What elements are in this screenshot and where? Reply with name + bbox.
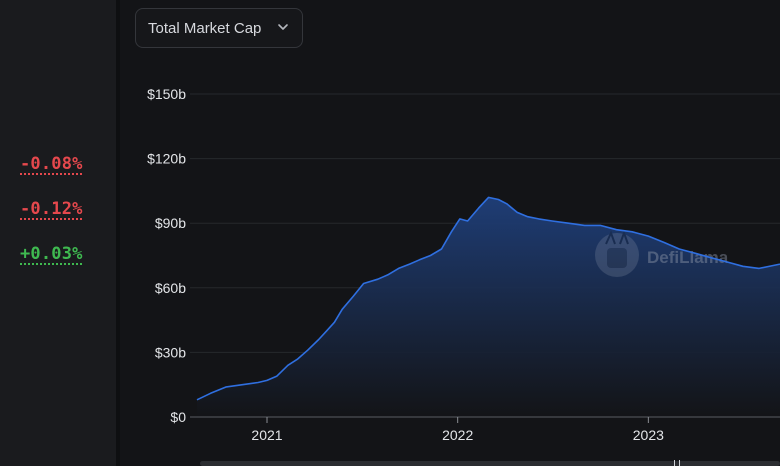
metric-dropdown[interactable]: Total Market Cap <box>135 8 303 48</box>
scrollbar-handle[interactable] <box>674 460 680 466</box>
chevron-down-icon <box>278 24 288 30</box>
y-tick-label: $60b <box>155 280 186 296</box>
change-value-2: -0.12% <box>20 199 83 219</box>
timeline-scrollbar[interactable] <box>200 461 780 466</box>
y-tick-label: $30b <box>155 344 186 360</box>
x-tick-label: 2022 <box>442 427 473 443</box>
x-tick-label: 2023 <box>633 427 664 443</box>
llama-logo-icon <box>595 230 639 277</box>
watermark: DefiLlama <box>595 230 729 277</box>
change-value-1: -0.08% <box>20 154 83 174</box>
y-tick-label: $120b <box>147 151 186 167</box>
market-cap-area <box>197 197 780 417</box>
y-tick-label: $90b <box>155 215 186 231</box>
y-tick-label: $0 <box>170 409 186 425</box>
y-tick-label: $150b <box>147 86 186 102</box>
market-cap-line <box>196 196 780 401</box>
x-tick-label: 2021 <box>251 427 282 443</box>
panel-divider <box>116 0 120 466</box>
watermark-text: DefiLlama <box>647 248 729 267</box>
change-panel: -0.08% -0.12% +0.03% <box>0 0 116 466</box>
change-value-3: +0.03% <box>20 244 83 264</box>
metric-dropdown-label: Total Market Cap <box>148 19 262 37</box>
